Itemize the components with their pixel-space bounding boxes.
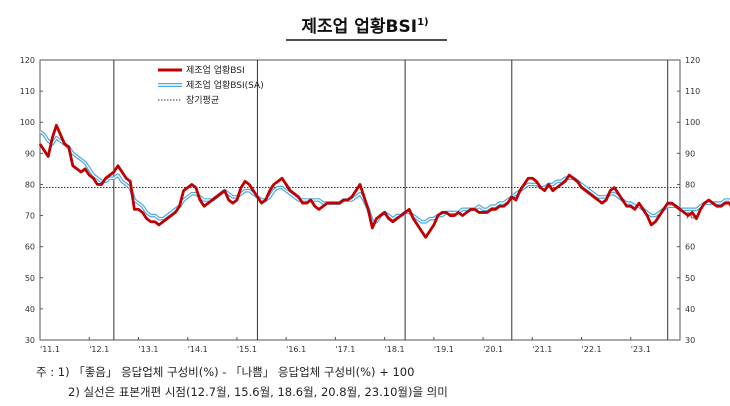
y-tick-label-right: 120	[685, 56, 700, 65]
y-tick-label-left: 30	[25, 336, 35, 345]
y-tick-label-left: 100	[20, 118, 35, 127]
footnote-2: 2) 실선은 표본개편 시점(12.7월, 15.6월, 18.6월, 20.8…	[68, 385, 448, 399]
x-tick-label: '12.1	[89, 345, 109, 354]
x-tick-label: '17.1	[335, 345, 355, 354]
x-tick-label: '19.1	[434, 345, 454, 354]
x-tick-label: '13.1	[138, 345, 158, 354]
y-tick-label-left: 50	[25, 274, 35, 283]
x-tick-label: '11.1	[40, 345, 60, 354]
y-tick-label-right: 60	[685, 243, 695, 252]
plot-frame	[39, 59, 681, 341]
y-tick-label-right: 80	[685, 180, 695, 189]
series-line-bsi	[38, 123, 730, 239]
footnote-1: 주 : 1) 「좋음」 응답업체 구성비(%) - 「나쁨」 응답업체 구성비(…	[36, 365, 415, 379]
x-tick-label: '23.1	[631, 345, 651, 354]
legend-label-bsi-sa: 제조업 업황BSI(SA)	[186, 80, 264, 91]
y-tick-label-left: 90	[25, 149, 35, 158]
x-tick-label: '15.1	[237, 345, 257, 354]
legend: 제조업 업황BSI 제조업 업황BSI(SA) 장기평균	[158, 65, 264, 106]
y-tick-label-left: 120	[20, 56, 35, 65]
x-tick-label: '22.1	[582, 345, 602, 354]
y-tick-label-right: 70	[685, 212, 695, 221]
x-tick-label: '21.1	[532, 345, 552, 354]
y-tick-label-left: 40	[25, 305, 35, 314]
y-tick-label-left: 60	[25, 243, 35, 252]
chart-title: 제조업 업황BSI1)	[301, 17, 428, 37]
y-tick-label-right: 90	[685, 149, 695, 158]
legend-label-average: 장기평균	[186, 95, 219, 106]
x-tick-label: '16.1	[286, 345, 306, 354]
y-tick-label-left: 70	[25, 212, 35, 221]
y-tick-label-right: 100	[685, 118, 700, 127]
y-tick-label-right: 50	[685, 274, 695, 283]
legend-label-bsi: 제조업 업황BSI	[186, 65, 245, 76]
y-tick-label-right: 30	[685, 336, 695, 345]
y-tick-label-right: 110	[685, 87, 700, 96]
x-tick-label: '20.1	[483, 345, 503, 354]
y-tick-label-left: 110	[20, 87, 35, 96]
x-tick-label: '18.1	[385, 345, 405, 354]
y-tick-label-left: 80	[25, 180, 35, 189]
y-tick-label-right: 40	[685, 305, 695, 314]
x-tick-label: '14.1	[188, 345, 208, 354]
